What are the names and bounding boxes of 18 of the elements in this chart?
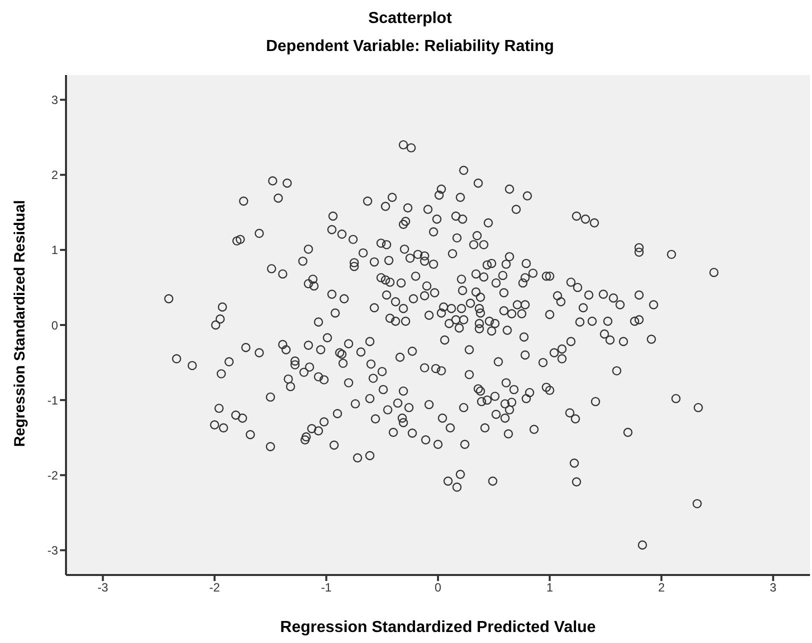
x-tick-label: 3 xyxy=(770,580,777,595)
x-tick-label: -3 xyxy=(98,580,109,595)
y-tick-label: -1 xyxy=(47,393,58,408)
x-tick-label: -1 xyxy=(320,580,332,595)
chart-subtitle: Dependent Variable: Reliability Rating xyxy=(264,38,556,56)
x-tick-label: 1 xyxy=(546,580,554,595)
y-tick-label: -2 xyxy=(47,468,58,482)
y-axis-title: Regression Standardized Residual xyxy=(12,199,28,449)
x-tick-label: 0 xyxy=(434,580,442,595)
x-tick-label: -2 xyxy=(209,580,220,595)
y-tick-label: 1 xyxy=(51,243,58,258)
x-tick-label: 2 xyxy=(658,580,666,595)
y-tick-label: 3 xyxy=(51,93,58,108)
chart-title: Scatterplot xyxy=(367,10,453,28)
y-tick-label: -3 xyxy=(47,543,58,558)
y-tick-label: 2 xyxy=(51,168,58,182)
x-axis-title: Regression Standardized Predicted Value xyxy=(279,619,597,637)
y-tick-label: 0 xyxy=(51,318,58,332)
